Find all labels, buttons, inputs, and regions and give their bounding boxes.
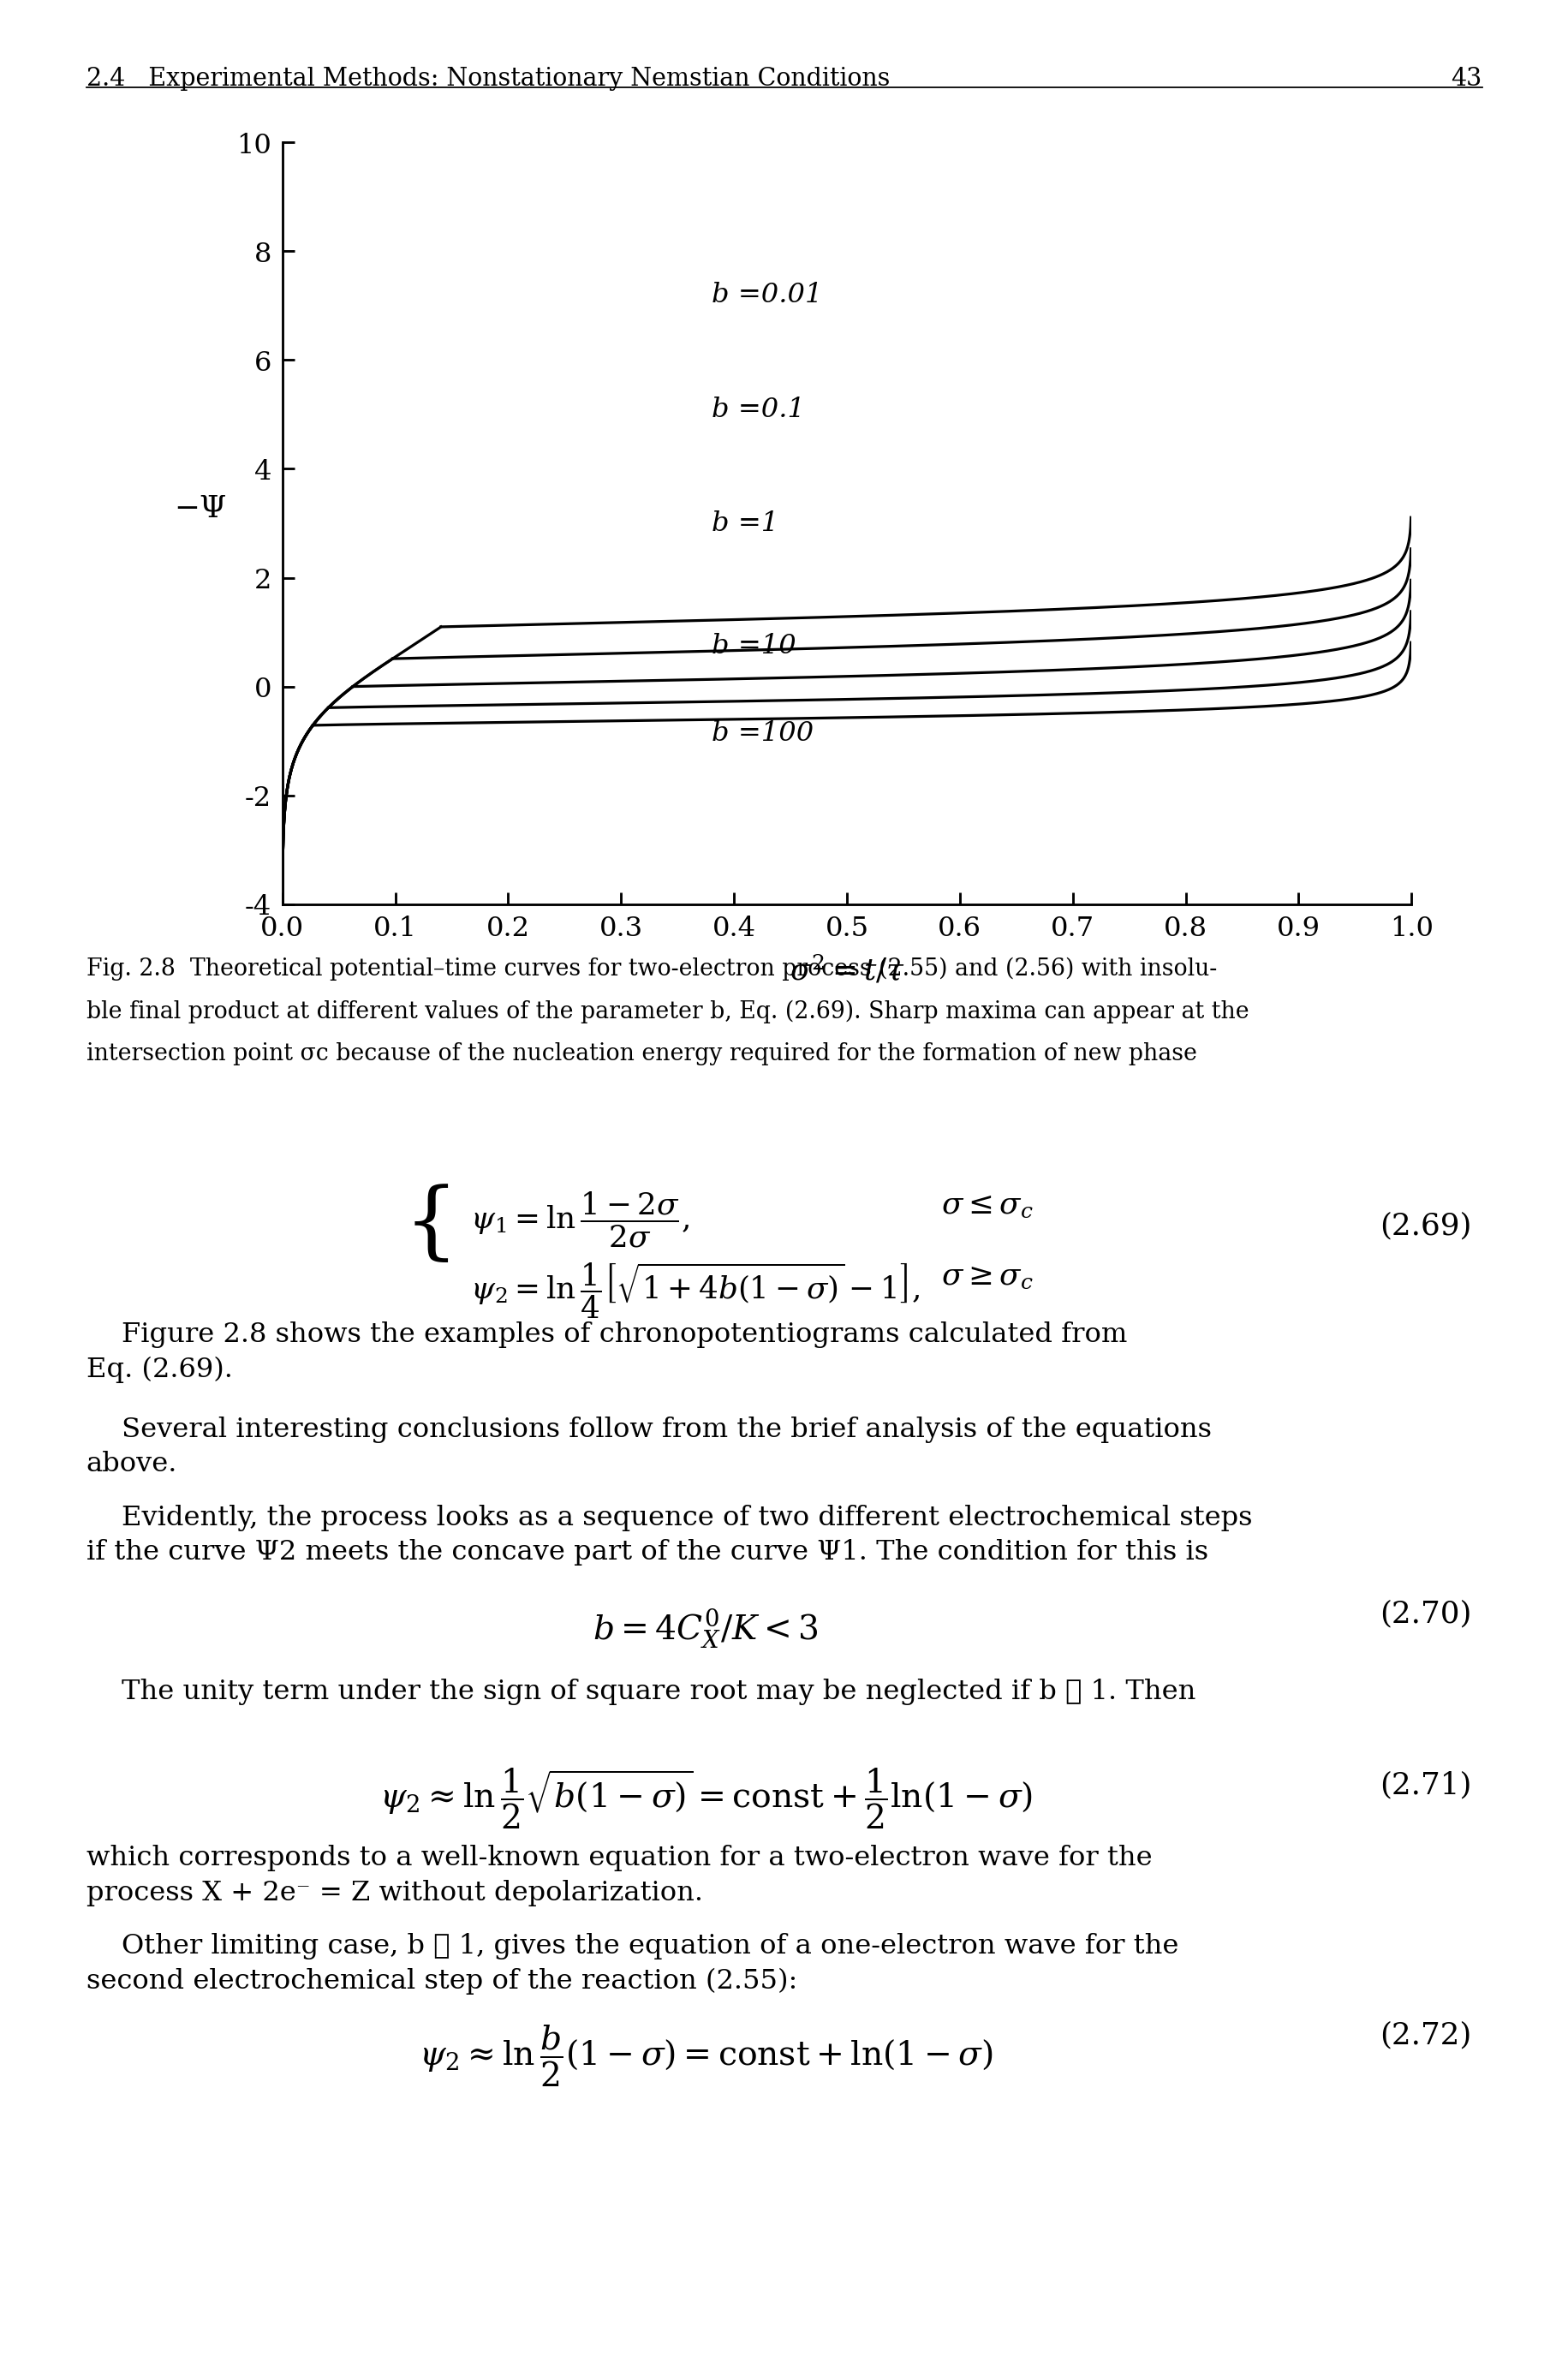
Text: b =1: b =1: [712, 509, 778, 538]
Text: Several interesting conclusions follow from the brief analysis of the equations
: Several interesting conclusions follow f…: [86, 1416, 1210, 1478]
Text: $\psi_2 = \ln\dfrac{1}{4}\left[\sqrt{1+4b(1-\sigma)}-1\right],$: $\psi_2 = \ln\dfrac{1}{4}\left[\sqrt{1+4…: [470, 1261, 920, 1321]
Text: $\sigma \leq \sigma_c$: $\sigma \leq \sigma_c$: [941, 1190, 1033, 1219]
Text: Other limiting case, b ≪ 1, gives the equation of a one-electron wave for the
se: Other limiting case, b ≪ 1, gives the eq…: [86, 1933, 1178, 1994]
X-axis label: $\sigma^2 = t/\tau$: $\sigma^2 = t/\tau$: [789, 954, 905, 985]
Text: $b = 4C_X^0/K < 3$: $b = 4C_X^0/K < 3$: [593, 1606, 818, 1649]
Text: Evidently, the process looks as a sequence of two different electrochemical step: Evidently, the process looks as a sequen…: [86, 1504, 1251, 1566]
Text: (2.70): (2.70): [1380, 1599, 1472, 1628]
Text: which corresponds to a well-known equation for a two-electron wave for the
proce: which corresponds to a well-known equati…: [86, 1844, 1152, 1906]
Text: $\sigma \geq \sigma_c$: $\sigma \geq \sigma_c$: [941, 1261, 1033, 1290]
Text: b =100: b =100: [712, 719, 814, 747]
Text: b =0.01: b =0.01: [712, 281, 822, 309]
Text: intersection point σc because of the nucleation energy required for the formatio: intersection point σc because of the nuc…: [86, 1042, 1196, 1066]
Text: b =10: b =10: [712, 633, 797, 659]
Text: $\psi_2 \approx \ln\dfrac{b}{2}(1-\sigma) = \mathrm{const} + \ln(1-\sigma)$: $\psi_2 \approx \ln\dfrac{b}{2}(1-\sigma…: [419, 2023, 993, 2087]
Y-axis label: $-\Psi$: $-\Psi$: [174, 495, 226, 524]
Text: b =0.1: b =0.1: [712, 395, 804, 424]
Text: (2.72): (2.72): [1380, 2021, 1472, 2049]
Text: The unity term under the sign of square root may be neglected if b ≫ 1. Then: The unity term under the sign of square …: [86, 1678, 1195, 1704]
Text: Fig. 2.8  Theoretical potential–time curves for two-electron process (2.55) and : Fig. 2.8 Theoretical potential–time curv…: [86, 957, 1217, 981]
Text: $\psi_1 = \ln\dfrac{1-2\sigma}{2\sigma},$: $\psi_1 = \ln\dfrac{1-2\sigma}{2\sigma},…: [470, 1190, 690, 1250]
Text: (2.71): (2.71): [1380, 1771, 1472, 1799]
Text: $\psi_2 \approx \ln\dfrac{1}{2}\sqrt{b(1-\sigma)} = \mathrm{const} + \dfrac{1}{2: $\psi_2 \approx \ln\dfrac{1}{2}\sqrt{b(1…: [379, 1766, 1032, 1830]
Text: 43: 43: [1450, 67, 1482, 90]
Text: Figure 2.8 shows the examples of chronopotentiograms calculated from
Eq. (2.69).: Figure 2.8 shows the examples of chronop…: [86, 1321, 1127, 1383]
Text: {: {: [405, 1185, 458, 1266]
Text: (2.69): (2.69): [1380, 1211, 1472, 1240]
Text: 2.4   Experimental Methods: Nonstationary Nemstian Conditions: 2.4 Experimental Methods: Nonstationary …: [86, 67, 889, 90]
Text: ble final product at different values of the parameter b, Eq. (2.69). Sharp maxi: ble final product at different values of…: [86, 1000, 1248, 1023]
